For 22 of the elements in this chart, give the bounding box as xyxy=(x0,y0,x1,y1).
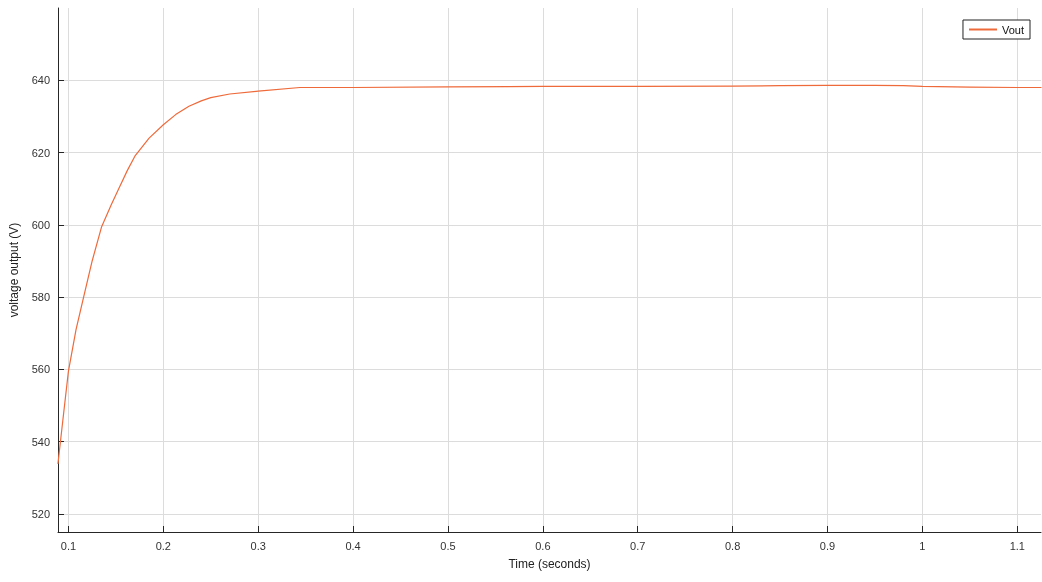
y-tick-label: 560 xyxy=(31,363,50,376)
y-tick-label: 580 xyxy=(31,291,50,304)
y-tick-label: 600 xyxy=(31,218,50,231)
x-tick-label: 0.8 xyxy=(724,539,741,552)
y-axis-title: voltage output (V) xyxy=(7,222,21,318)
legend-label: Vout xyxy=(1001,23,1025,36)
x-tick-label: 0.7 xyxy=(630,539,646,552)
y-tick-label: 640 xyxy=(31,74,50,87)
y-tick-label: 540 xyxy=(31,435,50,448)
x-tick-label: 0.1 xyxy=(60,539,77,552)
y-tick-label: 620 xyxy=(31,146,50,159)
x-tick-label: 0.4 xyxy=(345,539,361,552)
x-tick-label: 0.6 xyxy=(535,539,551,552)
x-axis-title: Time (seconds) xyxy=(508,557,591,571)
x-tick-label: 1 xyxy=(919,539,926,552)
x-tick-label: 0.9 xyxy=(819,539,836,552)
x-tick-label: 0.2 xyxy=(155,539,171,552)
y-tick-label: 520 xyxy=(31,507,50,520)
line-series xyxy=(57,84,1042,464)
x-tick-label: 0.3 xyxy=(250,539,266,552)
x-tick-label: 0.5 xyxy=(440,539,456,552)
x-tick-label: 1.1 xyxy=(1009,539,1025,552)
